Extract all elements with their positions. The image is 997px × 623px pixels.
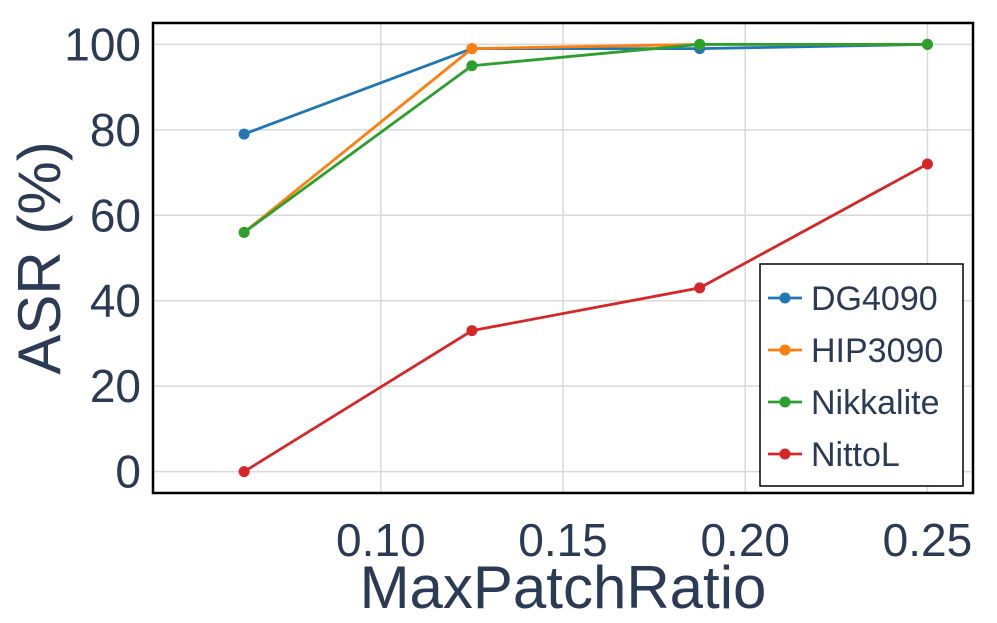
series-nittol [238, 158, 933, 478]
y-tick-label: 100 [64, 18, 141, 70]
legend-label: DG4090 [811, 280, 938, 318]
data-point [694, 282, 706, 294]
data-point [694, 38, 706, 50]
legend-item: Nikkalite [768, 384, 939, 422]
legend-swatch-marker [779, 396, 791, 408]
x-tick-label: 0.25 [883, 514, 973, 566]
y-tick-label: 0 [115, 446, 141, 498]
data-point [921, 38, 933, 50]
tick-labels: 0.10 0.15 0.20 0.25 0 20 40 60 80 100 [64, 18, 972, 566]
legend-label: NittoL [811, 436, 900, 474]
y-axis-title: ASR (%) [6, 141, 73, 374]
y-tick-label: 40 [90, 275, 141, 327]
data-point [238, 128, 250, 140]
plot-frame [151, 21, 975, 495]
y-tick-label: 20 [90, 360, 141, 412]
x-tick-label: 0.20 [700, 514, 790, 566]
legend-swatch-marker [779, 344, 791, 356]
data-point [238, 466, 250, 478]
data-point [466, 325, 478, 337]
x-tick-label: 0.15 [518, 514, 608, 566]
y-tick-label: 80 [90, 104, 141, 156]
legend-swatch-marker [779, 292, 791, 304]
series-line [243, 42, 928, 234]
legend-label: Nikkalite [811, 384, 939, 422]
legend-item: HIP3090 [768, 332, 943, 370]
series-nikkalite [238, 38, 933, 238]
legend-box [759, 263, 964, 487]
legend-item: DG4090 [768, 280, 938, 318]
data-point [466, 60, 478, 72]
series-layer [238, 38, 933, 478]
data-point [238, 226, 250, 238]
legend-label: HIP3090 [811, 332, 943, 370]
legend-swatch-marker [779, 448, 791, 460]
legend-item: NittoL [768, 436, 900, 474]
x-axis-title: MaxPatchRatio [360, 554, 767, 621]
series-hip3090 [238, 38, 933, 238]
y-tick-label: 60 [90, 189, 141, 241]
data-point [466, 43, 478, 55]
series-line [243, 42, 928, 136]
x-tick-label: 0.10 [336, 514, 426, 566]
series-line [243, 162, 929, 473]
data-point [921, 158, 933, 170]
series-line [243, 42, 928, 234]
legend: DG4090 HIP3090 Nikkalite NittoL [759, 263, 964, 487]
